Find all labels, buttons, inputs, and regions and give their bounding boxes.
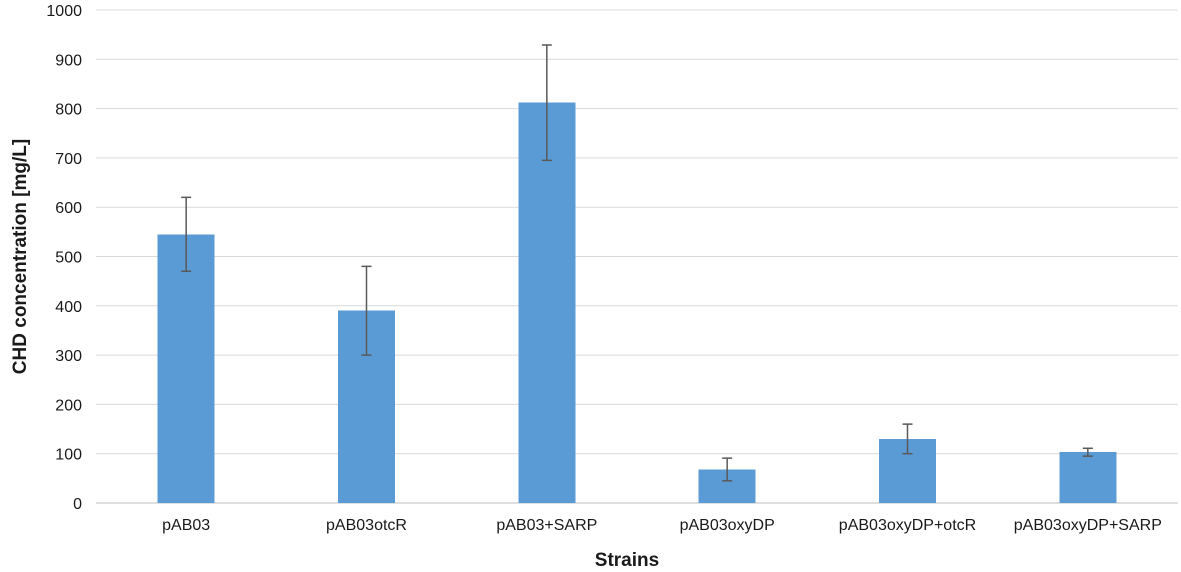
error-bar-pAB03 (181, 196, 192, 273)
x-tick-label: pAB03otcR (326, 517, 407, 534)
error-bar-pAB03otcR (361, 265, 372, 356)
error-bar-pAB03oxyDP (722, 457, 733, 482)
gridlines (96, 9, 1178, 504)
y-tick-label: 0 (73, 496, 82, 513)
y-tick-label: 800 (55, 102, 82, 119)
bar-pAB03 (157, 234, 215, 503)
x-axis-ticks: pAB03 pAB03otcR pAB03+SARP pAB03oxyDP pAB03o… (162, 517, 1162, 534)
error-bars (181, 44, 1093, 482)
y-tick-label: 900 (55, 52, 82, 69)
y-tick-label: 300 (55, 348, 82, 365)
bars (157, 102, 1117, 504)
bar-pAB03oxyDP+SARP (1059, 452, 1117, 503)
x-tick-label: pAB03oxyDP (680, 517, 775, 534)
y-tick-label: 1000 (46, 3, 82, 20)
y-axis-title: CHD concentration [mg/L] (10, 139, 31, 374)
y-tick-label: 600 (55, 200, 82, 217)
y-axis-ticks: 0 100 200 300 400 500 600 700 800 900 1000 (46, 3, 82, 513)
error-bar-pAB03+SARP (541, 44, 552, 162)
y-tick-label: 500 (55, 250, 82, 267)
x-tick-label: pAB03+SARP (496, 517, 597, 534)
y-tick-label: 100 (55, 447, 82, 464)
bar-pAB03+SARP (518, 102, 576, 504)
error-bar-pAB03oxyDP+SARP (1082, 447, 1093, 457)
x-tick-label: pAB03oxyDP+otcR (839, 517, 976, 534)
x-tick-label: pAB03 (162, 517, 210, 534)
x-axis-title: Strains (595, 550, 659, 571)
y-tick-label: 700 (55, 151, 82, 168)
error-bar-pAB03oxyDP+otcR (902, 423, 913, 455)
x-tick-label: pAB03oxyDP+SARP (1014, 517, 1162, 534)
y-tick-label: 200 (55, 397, 82, 414)
y-tick-label: 400 (55, 299, 82, 316)
